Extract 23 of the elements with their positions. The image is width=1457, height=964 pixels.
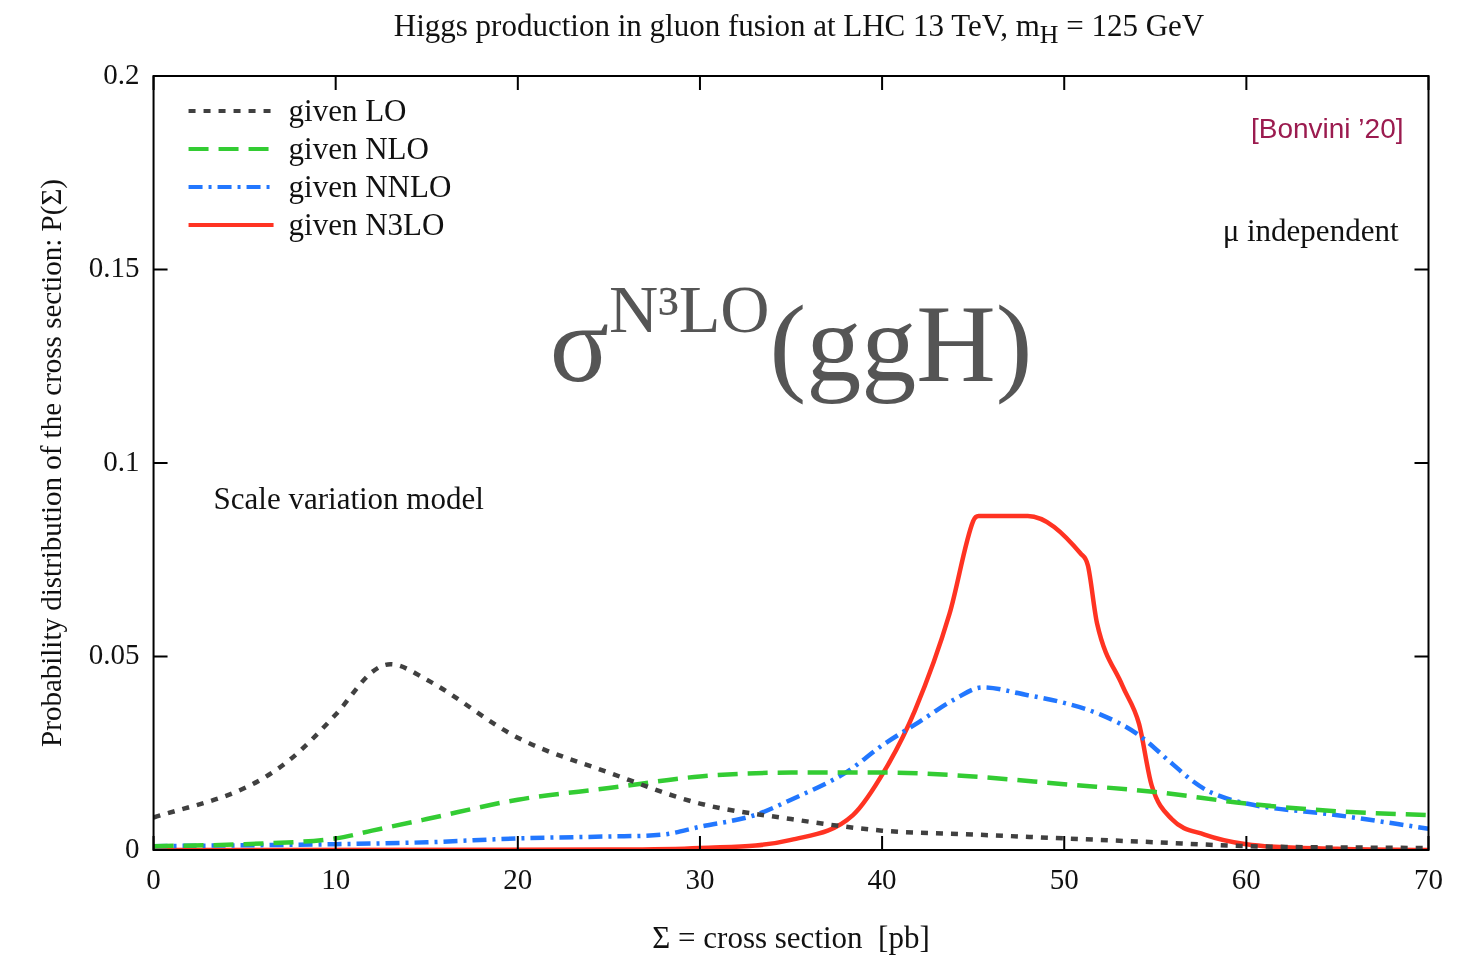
y-tick-label: 0.2 [103,57,140,90]
legend-label: given NNLO [288,169,452,205]
x-tick-label: 70 [1414,863,1443,896]
y-axis-title: Probability distribution of the cross section: P(Σ) [35,179,69,747]
x-tick-label: 50 [1049,863,1079,896]
x-tick-label: 20 [503,863,533,896]
annotation: μ independent [1222,213,1399,248]
x-tick-label: 10 [321,863,351,896]
x-tick-label: 30 [685,863,715,896]
annotation: Scale variation model [213,481,484,516]
annotation: [Bonvini ’20] [1250,113,1404,144]
legend-label: given NLO [288,131,429,167]
y-tick-label: 0 [125,831,140,864]
x-axis-title: Σ = cross section [pb] [652,919,930,955]
y-tick-label: 0.1 [103,444,140,477]
x-tick-label: 0 [146,863,161,896]
legend-label: given LO [288,93,407,129]
chart-title: Higgs production in gluon fusion at LHC 13 TeV, m$_{H}$ = 125 GeV [392,8,1206,51]
x-tick-label: 60 [1231,863,1261,896]
x-tick-label: 40 [867,863,897,896]
y-tick-label: 0.05 [88,638,140,671]
y-tick-label: 0.15 [88,251,140,284]
legend-label: given N3LO [288,207,445,243]
